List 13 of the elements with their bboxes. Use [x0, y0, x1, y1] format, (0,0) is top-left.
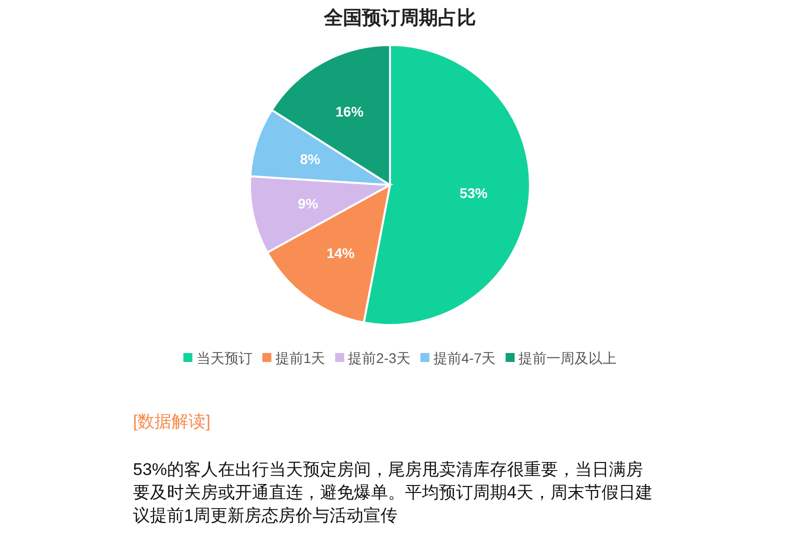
legend-label: 提前一周及以上: [518, 350, 617, 366]
data-label: 53%: [460, 184, 488, 201]
legend-label: 提前2-3天: [348, 350, 410, 366]
data-label: 8%: [300, 151, 321, 168]
legend-label: 提前1天: [275, 350, 326, 366]
legend-label: 当天预订: [196, 350, 252, 366]
data-label: 9%: [298, 195, 319, 212]
data-label: 16%: [336, 103, 364, 120]
text: [数据解读]: [133, 411, 210, 433]
data-label: 14%: [326, 244, 356, 261]
chart-title: 全国预订周期占比: [323, 7, 476, 29]
text: 53%的客人在出行当天预定房间，尾房甩卖清库存很重要，当日满房要及时关房或开通直连，避免爆单。平均预订周期4天，周末节假日建议提前1周更新房态房价与活动宣传: [133, 459, 653, 527]
legend-label: 提前4-7天: [433, 350, 496, 366]
